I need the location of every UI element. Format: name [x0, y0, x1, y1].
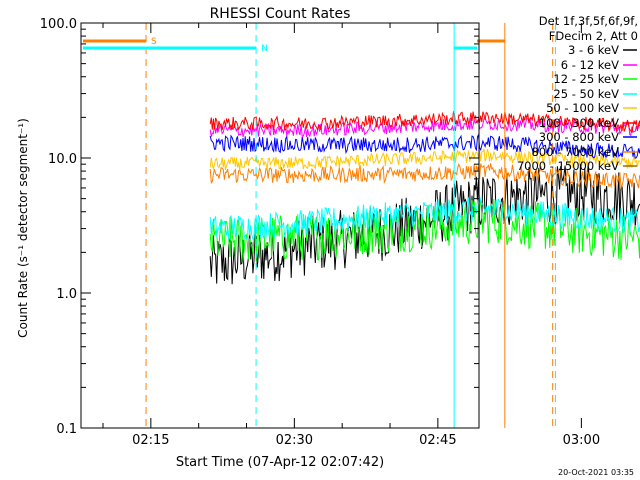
- legend-item: 3 - 6 keV: [482, 43, 638, 58]
- y-tick-label: 10.0: [48, 152, 77, 167]
- legend-swatch: [623, 92, 637, 95]
- flag-s-label: S: [151, 37, 157, 47]
- legend-header-2: FDecim 2, Att 0: [548, 28, 638, 43]
- legend-label: 25 - 50 keV: [553, 86, 619, 101]
- legend-item: 6 - 12 keV: [482, 58, 638, 73]
- y-tick-label: 100.0: [40, 17, 77, 32]
- series-line-3: [209, 194, 640, 241]
- legend-swatch: [623, 63, 637, 66]
- legend-label: 7000 - 15000 keV: [516, 159, 619, 173]
- series-line-4: [209, 148, 640, 171]
- legend-swatch: [623, 150, 637, 153]
- y-tick-label: 0.1: [56, 422, 77, 437]
- series-line-5: [209, 110, 640, 134]
- series-line-6: [209, 133, 640, 159]
- legend-swatch: [623, 49, 637, 51]
- plot-frame: [80, 22, 480, 429]
- x-tick-label: 02:30: [276, 433, 313, 448]
- legend-label: 6 - 12 keV: [560, 57, 619, 72]
- legend-label: 50 - 100 keV: [546, 101, 619, 115]
- legend-swatch: [623, 78, 637, 80]
- legend-rows: 3 - 6 keV 6 - 12 keV 12 - 25 keV 25 - 50 ke…: [482, 43, 638, 174]
- axis-layer: 0.11.010.0100.002:1502:3002:4503:0003:15…: [40, 17, 600, 448]
- legend-swatch: [623, 107, 637, 109]
- legend-item: 7000 - 15000 keV: [482, 159, 638, 174]
- legend-label: 300 - 800 keV: [538, 130, 619, 144]
- legend-item: 300 - 800 keV: [482, 130, 638, 145]
- legend-swatch: [623, 136, 637, 138]
- x-tick-label: 02:15: [132, 433, 169, 448]
- legend-label: 100 - 300 keV: [538, 115, 619, 130]
- legend: Det 1f,3f,5f,6f,9f, FDecim 2, Att 0 3 - …: [482, 14, 638, 174]
- legend-label: 3 - 6 keV: [568, 43, 619, 57]
- legend-item: 800 - 7000 keV: [482, 145, 638, 160]
- legend-swatch: [623, 165, 637, 167]
- y-axis-label: Count Rate (s⁻¹ detector segment⁻¹): [16, 118, 30, 338]
- legend-item: 12 - 25 keV: [482, 72, 638, 87]
- x-tick-label: 02:45: [419, 433, 456, 448]
- series-layer: [209, 110, 640, 285]
- legend-header-1: Det 1f,3f,5f,6f,9f,: [538, 14, 638, 28]
- legend-label: 12 - 25 keV: [553, 72, 619, 86]
- legend-label: 800 - 7000 keV: [531, 144, 619, 159]
- y-tick-label: 1.0: [56, 287, 77, 302]
- legend-swatch: [623, 121, 637, 124]
- x-tick-label: 03:00: [563, 433, 600, 448]
- legend-item: 25 - 50 keV: [482, 87, 638, 102]
- series-line-7: [209, 162, 640, 190]
- chart-title: RHESSI Count Rates: [210, 6, 351, 22]
- x-axis-label: Start Time (07-Apr-12 02:07:42): [176, 455, 384, 470]
- legend-item: 50 - 100 keV: [482, 101, 638, 116]
- series-line-2: [209, 198, 640, 262]
- timestamp: 20-Oct-2021 03:35: [558, 468, 634, 477]
- legend-item: 100 - 300 keV: [482, 116, 638, 131]
- flag-n-label: N: [261, 44, 268, 54]
